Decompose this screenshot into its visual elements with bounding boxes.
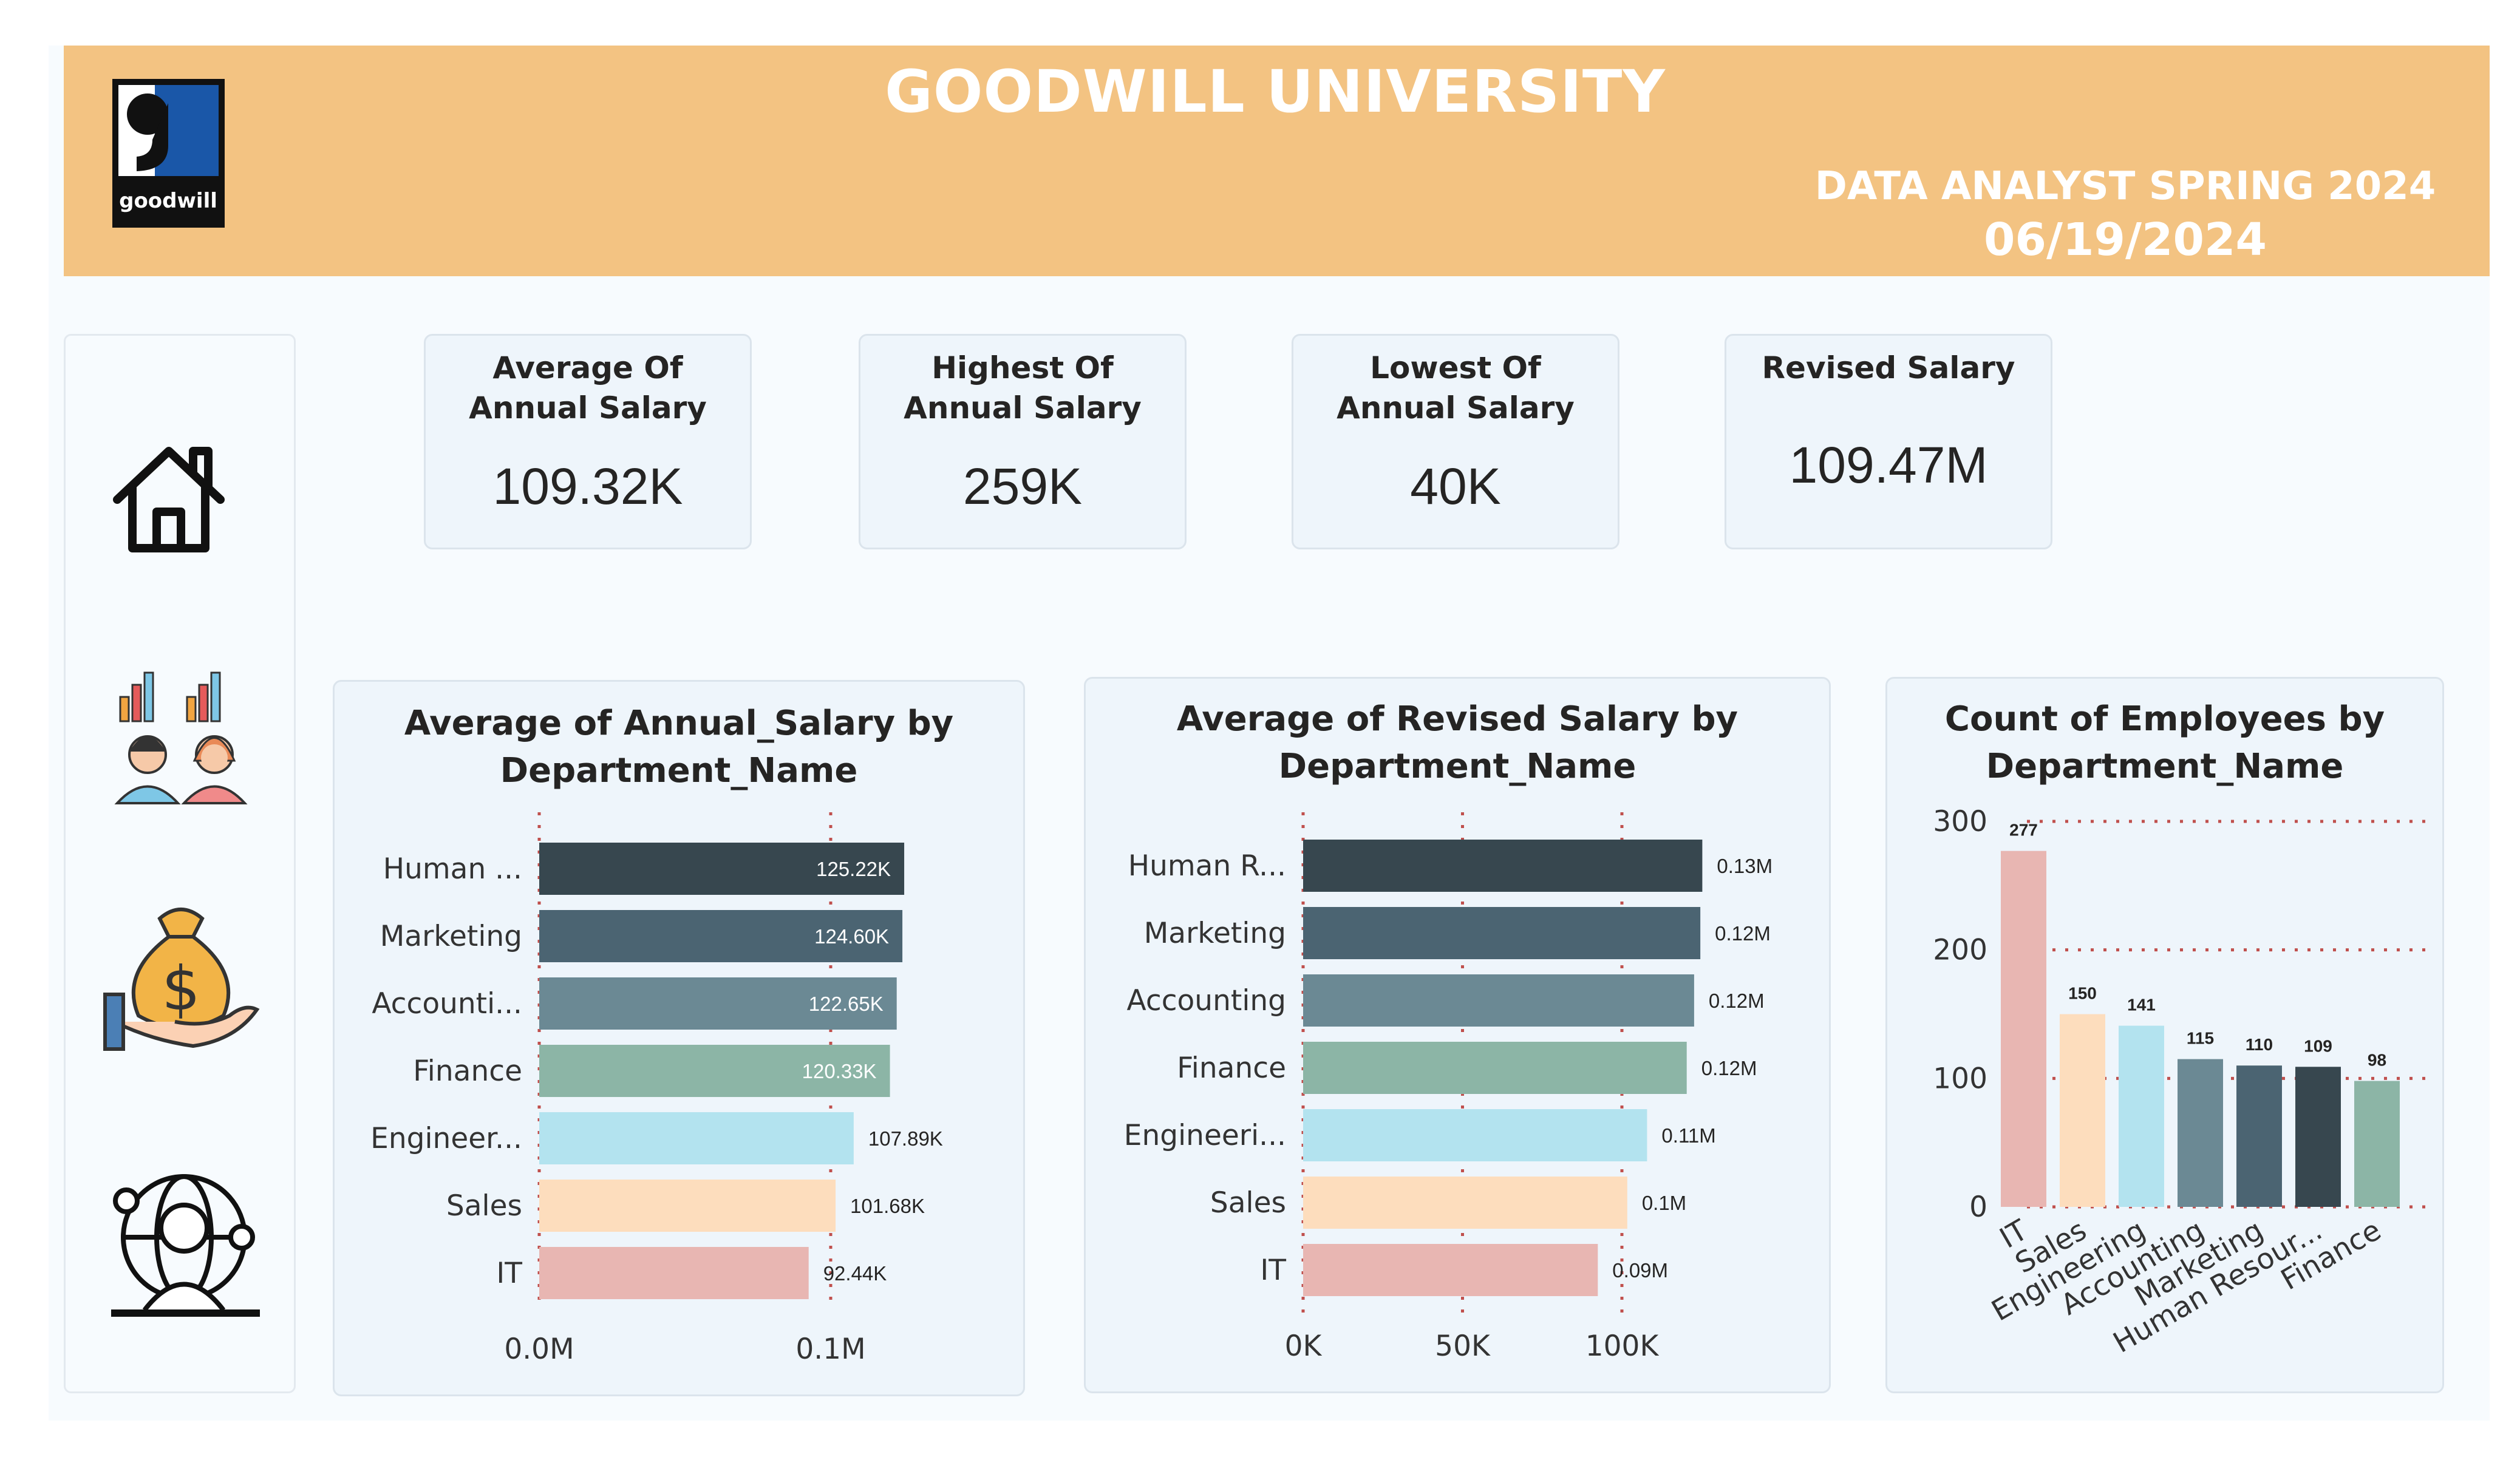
chart-card-avg-annual-salary: Average of Annual_Salary by Department_N…	[333, 680, 1025, 1396]
data-label: 98	[2368, 1051, 2386, 1070]
chart-title: Count of Employees by Department_Name	[1944, 699, 2385, 786]
category-label: IT	[496, 1257, 522, 1290]
bar[interactable]	[1303, 1109, 1647, 1161]
data-label: 101.68K	[850, 1195, 925, 1217]
bar[interactable]	[539, 1180, 836, 1232]
header-banner	[64, 46, 2490, 276]
kpi-value: 40K	[1410, 458, 1501, 515]
svg-text:$: $	[162, 953, 200, 1024]
data-label: 150	[2068, 984, 2097, 1003]
bar[interactable]	[539, 1112, 854, 1164]
category-label: Sales	[1210, 1186, 1286, 1220]
data-label: 125.22K	[816, 858, 891, 880]
category-label: Engineeri...	[1124, 1119, 1286, 1152]
kpi-label: Lowest Of Annual Salary	[1337, 350, 1575, 426]
x-tick-label: 0.1M	[795, 1333, 865, 1366]
category-label: Engineer...	[370, 1122, 522, 1155]
data-label: 109	[2304, 1036, 2332, 1055]
data-label: 0.12M	[1715, 922, 1771, 945]
analytics-team-icon[interactable]	[114, 654, 254, 815]
data-label: 0.1M	[1642, 1192, 1686, 1214]
category-label: IT	[1260, 1254, 1286, 1287]
chart-card-avg-revised-salary: Average of Revised Salary by Department_…	[1084, 677, 1831, 1393]
program-label: DATA ANALYST SPRING 2024	[1814, 164, 2436, 209]
bar[interactable]	[1303, 1042, 1687, 1094]
category-label: Accounti...	[372, 987, 522, 1021]
bar[interactable]	[2178, 1059, 2223, 1207]
data-label: 0.12M	[1701, 1057, 1757, 1079]
kpi-value: 109.47M	[1789, 436, 1988, 494]
bar[interactable]	[1303, 907, 1701, 959]
global-employee-icon[interactable]	[111, 1167, 263, 1328]
kpi-label: Highest Of Annual Salary	[904, 350, 1142, 426]
category-label: Accounting	[1127, 984, 1286, 1017]
category-label: Human ...	[383, 852, 522, 886]
kpi-value: 259K	[962, 458, 1083, 515]
bar[interactable]	[1303, 1244, 1598, 1296]
data-label: 122.65K	[809, 993, 884, 1015]
y-tick-label: 100	[1933, 1062, 1987, 1095]
data-label: 92.44K	[823, 1262, 887, 1285]
chart-avg-revised-salary: 0K 50K 100K Human R... 0.13M Marketing 0.12M Ac…	[1124, 812, 1773, 1363]
category-label: Finance	[413, 1055, 522, 1088]
data-label: 0.12M	[1709, 990, 1765, 1012]
data-label: 120.33K	[802, 1060, 877, 1082]
data-label: 115	[2187, 1029, 2214, 1048]
report-date: 06/19/2024	[1984, 214, 2267, 266]
bar[interactable]	[2060, 1014, 2105, 1207]
bar[interactable]	[539, 910, 903, 962]
bar[interactable]	[539, 843, 905, 895]
category-label: Sales	[446, 1189, 522, 1223]
y-tick-label: 200	[1933, 934, 1987, 967]
kpi-highest-salary: Highest Of Annual Salary 259K	[859, 334, 1187, 549]
data-label: 141	[2127, 996, 2156, 1014]
page-title: GOODWILL UNIVERSITY	[885, 58, 1666, 126]
sidebar-nav: $	[64, 334, 296, 1393]
kpi-label: Revised Salary	[1762, 350, 2015, 385]
category-label: Finance	[1177, 1051, 1286, 1085]
category-label: Marketing	[1144, 917, 1286, 950]
kpi-value: 109.32K	[492, 458, 683, 515]
category-label: Human R...	[1128, 849, 1286, 883]
bar[interactable]	[2236, 1065, 2282, 1207]
bar[interactable]	[2295, 1067, 2341, 1207]
bar[interactable]	[2001, 851, 2046, 1207]
data-label: 124.60K	[814, 925, 889, 948]
x-tick-label: 0K	[1285, 1330, 1323, 1363]
data-label: 0.09M	[1612, 1259, 1668, 1282]
goodwill-logo: goodwill	[112, 79, 225, 228]
data-label: 107.89K	[868, 1127, 943, 1150]
data-label: 0.11M	[1661, 1124, 1715, 1147]
data-label: 0.13M	[1717, 855, 1773, 877]
bar[interactable]	[539, 1247, 809, 1299]
bar[interactable]	[539, 1045, 890, 1097]
x-tick-label: 100K	[1585, 1330, 1660, 1363]
chart-title: Average of Revised Salary by Department_…	[1176, 699, 1738, 786]
bar[interactable]	[539, 977, 897, 1030]
bar[interactable]	[2354, 1081, 2400, 1207]
bar[interactable]	[1303, 974, 1694, 1027]
home-icon[interactable]	[108, 436, 230, 560]
chart-avg-annual-salary: 0.0M 0.1M Human ... 125.22K Marketing 124.60K…	[370, 812, 943, 1366]
logo-text: goodwill	[119, 189, 217, 213]
y-tick-label: 300	[1933, 805, 1987, 838]
data-label: 277	[2009, 821, 2038, 840]
bar[interactable]	[2119, 1025, 2164, 1207]
kpi-average-salary: Average Of Annual Salary 109.32K	[424, 334, 752, 549]
x-tick-label: 0.0M	[504, 1333, 574, 1366]
chart-card-employee-count: Count of Employees by Department_Name 0 1…	[1885, 677, 2444, 1393]
kpi-label: Average Of Annual Salary	[469, 350, 707, 426]
bar[interactable]	[1303, 1177, 1627, 1229]
data-label: 110	[2246, 1035, 2273, 1054]
page-subtitle: DATA ANALYST SPRING 2024 06/19/2024	[1791, 161, 2459, 268]
category-label: Marketing	[380, 920, 522, 953]
bar[interactable]	[1303, 840, 1703, 892]
x-tick-label: 50K	[1435, 1330, 1491, 1363]
y-tick-label: 0	[1969, 1190, 1987, 1224]
chart-title: Average of Annual_Salary by Department_N…	[404, 704, 954, 790]
kpi-revised-salary: Revised Salary 109.47M	[1725, 334, 2052, 549]
money-bag-hand-icon[interactable]: $	[102, 894, 266, 1061]
kpi-lowest-salary: Lowest Of Annual Salary 40K	[1292, 334, 1619, 549]
